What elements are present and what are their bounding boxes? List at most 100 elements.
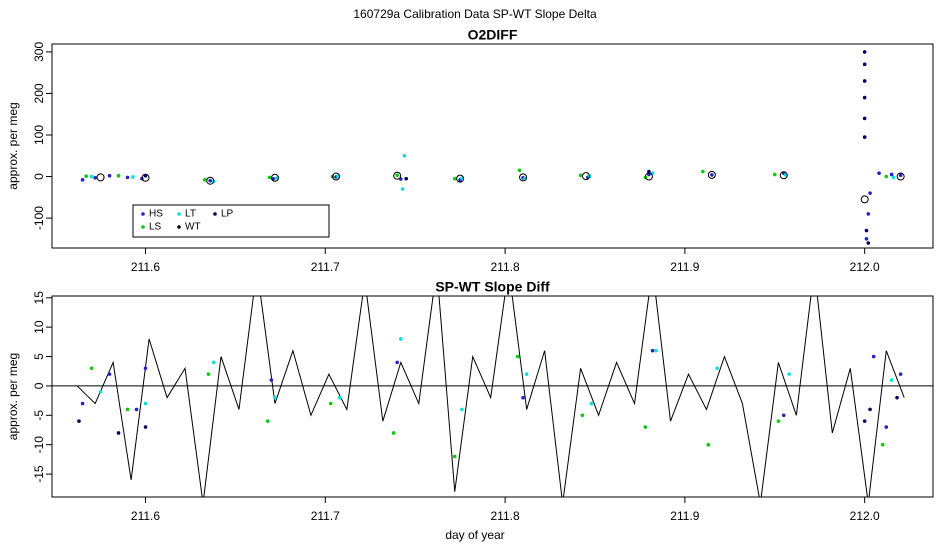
data-point: [862, 135, 867, 139]
plot-area: [80, 50, 905, 245]
data-point: [715, 366, 720, 371]
data-point: [206, 176, 215, 185]
data-point: [84, 174, 88, 178]
data-point: [402, 153, 407, 158]
data-point: [643, 425, 648, 429]
data-point: [783, 173, 788, 177]
data-point: [131, 175, 135, 179]
data-point: [521, 395, 525, 400]
data-point: [884, 425, 889, 429]
data-point: [212, 360, 216, 365]
legend-marker: [213, 212, 217, 216]
data-point: [891, 175, 896, 180]
data-point: [862, 116, 867, 121]
data-point: [456, 174, 465, 183]
data-point: [206, 372, 211, 376]
x-axis-label: day of year: [445, 528, 504, 542]
data-point: [578, 173, 583, 178]
data-point: [776, 419, 781, 423]
data-point: [89, 366, 94, 371]
data-point: [395, 360, 400, 365]
y-tick-label: 15: [32, 291, 46, 305]
data-point: [650, 348, 655, 353]
y-tick-label: 0: [32, 382, 46, 389]
data-point: [80, 178, 85, 182]
data-point: [862, 419, 867, 423]
data-point: [328, 401, 333, 406]
data-point: [896, 172, 905, 181]
x-tick-label: 211.6: [131, 260, 160, 274]
x-tick-label: 211.8: [491, 509, 520, 523]
data-point: [647, 169, 651, 174]
data-point: [203, 178, 207, 182]
data-point: [143, 401, 148, 406]
data-point: [707, 170, 716, 179]
data-point: [884, 174, 889, 179]
plot-frame: [51, 43, 934, 249]
data-point: [77, 419, 81, 423]
data-line: [76, 296, 905, 497]
panel-title: O2DIFF: [468, 27, 518, 43]
data-point: [580, 413, 585, 418]
data-point: [143, 425, 148, 429]
data-point: [877, 171, 881, 176]
x-tick-label: 211.8: [491, 260, 520, 274]
legend-marker: [141, 225, 145, 229]
data-point: [460, 407, 464, 412]
data-point: [866, 241, 871, 245]
data-point: [898, 372, 903, 376]
data-point: [116, 431, 121, 435]
y-tick-label: 0: [32, 173, 46, 180]
data-point: [274, 176, 279, 180]
legend-label: HS: [149, 209, 163, 220]
data-point: [862, 95, 867, 100]
data-point: [862, 50, 867, 54]
data-point: [710, 173, 714, 177]
data-point: [400, 187, 405, 191]
data-point: [273, 395, 277, 400]
x-tick-label: 212.0: [850, 260, 880, 274]
y-axis-label: approx. per meg: [6, 353, 20, 440]
y-tick-label: -15: [32, 465, 46, 483]
data-point: [89, 174, 94, 179]
data-point: [399, 337, 403, 341]
data-point: [143, 173, 148, 178]
x-tick-label: 212.0: [850, 509, 880, 523]
data-point: [93, 175, 97, 180]
legend-marker: [177, 212, 181, 216]
y-tick-label: 100: [32, 125, 46, 145]
data-point: [895, 395, 899, 400]
data-point: [871, 354, 876, 359]
x-tick-label: 211.9: [670, 260, 699, 274]
data-point: [116, 173, 121, 178]
data-point: [862, 79, 867, 83]
data-point: [864, 228, 869, 233]
legend-label: LP: [221, 209, 234, 220]
data-point: [107, 372, 112, 376]
y-tick-label: 300: [32, 42, 46, 62]
x-tick-label: 211.7: [311, 509, 340, 523]
data-point: [515, 354, 520, 359]
data-point: [524, 372, 529, 376]
data-point: [452, 176, 457, 181]
legend-marker: [177, 225, 181, 229]
y-tick-label: 5: [32, 353, 46, 360]
data-point: [336, 174, 340, 178]
data-point: [889, 172, 894, 177]
data-point: [868, 191, 872, 195]
data-point: [337, 395, 342, 400]
plot-area: [52, 296, 933, 497]
data-point: [404, 176, 408, 181]
data-point: [862, 62, 867, 67]
data-point: [460, 176, 464, 180]
data-point: [889, 378, 894, 382]
data-point: [393, 171, 402, 180]
data-point: [208, 178, 213, 183]
x-tick-label: 211.7: [311, 260, 340, 274]
data-point: [860, 195, 869, 204]
data-point: [395, 173, 400, 178]
data-point: [519, 173, 528, 182]
data-point: [96, 173, 105, 182]
x-tick-label: 211.6: [131, 509, 160, 523]
data-point: [107, 173, 112, 178]
